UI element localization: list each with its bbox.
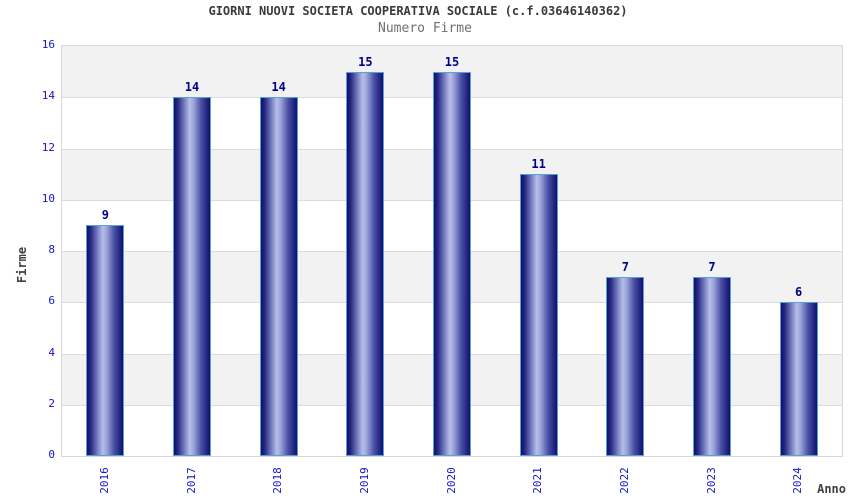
x-tick-label: 2023 — [703, 461, 719, 499]
x-tick-label-text: 2021 — [531, 466, 545, 494]
chart-subtitle: Numero Firme — [378, 21, 472, 36]
bar — [433, 71, 471, 456]
x-tick-label-text: 2022 — [617, 466, 631, 494]
bar-value-label: 9 — [101, 208, 109, 223]
bar — [86, 225, 125, 456]
bar — [346, 71, 385, 456]
y-tick-label: 0 — [48, 448, 55, 461]
bar-value-label: 7 — [621, 259, 629, 274]
y-tick-label: 10 — [41, 191, 55, 205]
x-tick-label: 2020 — [443, 461, 459, 499]
bar-value-label: 11 — [531, 157, 546, 172]
x-tick-label-text: 2016 — [97, 466, 111, 494]
x-tick-label: 2018 — [270, 461, 286, 499]
bar-value-label: 7 — [708, 259, 716, 274]
y-tick-label: 14 — [41, 89, 55, 103]
y-tick-label: 16 — [41, 38, 55, 51]
bar — [259, 97, 298, 456]
x-tick-label: 2017 — [183, 461, 199, 499]
bar — [779, 302, 818, 456]
y-tick-label: 8 — [48, 243, 55, 256]
plot-area: 9 14 14 15 15 11 7 7 6 — [61, 45, 843, 457]
x-tick-label: 2022 — [616, 461, 632, 499]
bar — [173, 97, 211, 456]
bar — [606, 276, 645, 456]
x-tick-label: 2024 — [790, 461, 806, 499]
x-tick-label-text: 2023 — [704, 466, 718, 494]
y-tick-label: 12 — [41, 140, 55, 154]
bar-value-label: 14 — [271, 80, 286, 95]
bar-value-label: 14 — [184, 80, 200, 95]
y-tick-label: 2 — [48, 396, 55, 410]
x-tick-label-text: 2020 — [444, 466, 458, 494]
y-axis-title: Firme — [12, 225, 32, 305]
bar-value-label: 6 — [795, 285, 803, 300]
y-tick-label: 6 — [48, 294, 55, 308]
bar — [693, 276, 731, 456]
bar-value-label: 15 — [358, 54, 373, 69]
x-tick-label-text: 2019 — [357, 466, 371, 494]
bar — [519, 174, 558, 456]
y-tick-label: 4 — [48, 345, 55, 359]
x-tick-label-text: 2018 — [271, 466, 285, 494]
bar-value-label: 15 — [444, 54, 460, 69]
x-tick-label-text: 2017 — [184, 466, 198, 494]
x-tick-label: 2019 — [356, 461, 372, 499]
chart-title: GIORNI NUOVI SOCIETA COOPERATIVA SOCIALE… — [208, 4, 628, 18]
x-tick-label: 2021 — [530, 461, 546, 499]
x-tick-label-text: 2024 — [791, 466, 805, 494]
x-axis-title: Anno — [817, 482, 846, 496]
x-tick-label: 2016 — [96, 461, 112, 499]
